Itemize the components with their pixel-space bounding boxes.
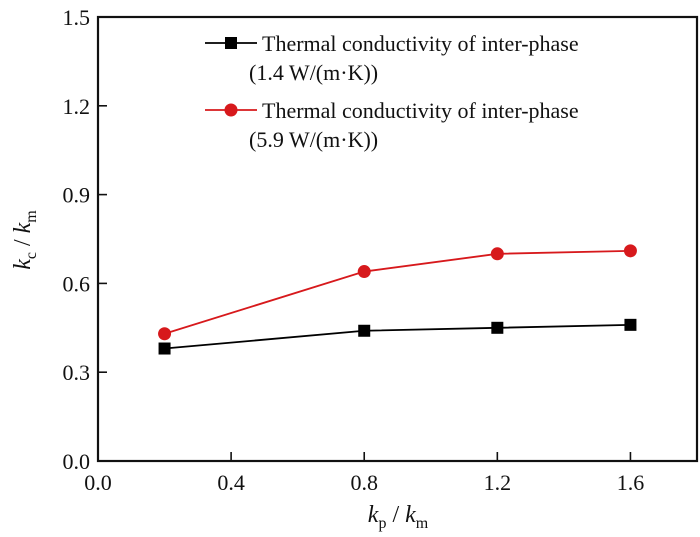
y-axis-label: kc / km	[10, 210, 40, 270]
x-tick-label: 1.2	[484, 470, 512, 495]
y-label-k: k	[10, 259, 36, 270]
y-label-sub: c	[23, 252, 40, 259]
plot-border	[96, 15, 699, 463]
y-tick-label: 0.6	[63, 271, 91, 296]
data-point-circle	[357, 265, 371, 279]
y-label-sep: /	[10, 233, 36, 252]
data-point-square	[491, 321, 504, 334]
x-tick-label: 1.6	[617, 470, 645, 495]
data-point-square	[158, 342, 171, 355]
x-label-k2: k	[405, 502, 416, 528]
legend-marker-square	[225, 37, 237, 49]
legend: Thermal conductivity of inter-phase (1.4…	[205, 31, 579, 152]
legend-label-series-1: Thermal conductivity of inter-phase	[262, 31, 579, 56]
x-label-sep: /	[386, 502, 405, 528]
x-label-k: k	[368, 502, 379, 528]
data-point-square	[358, 324, 371, 337]
y-label-sub2: m	[23, 210, 40, 223]
x-axis: 0.0 0.4 0.8 1.2 1.6	[84, 452, 644, 495]
data-point-circle	[623, 244, 637, 258]
series-line-2	[164, 249, 631, 335]
plot-frame	[96, 15, 699, 463]
y-tick-label: 1.5	[63, 5, 91, 30]
data-point-circle	[490, 247, 504, 261]
legend-label-series-2: Thermal conductivity of inter-phase	[262, 98, 579, 123]
x-label-sub2: m	[416, 515, 429, 532]
legend-marker-circle	[224, 103, 238, 117]
x-tick-label: 0.8	[350, 470, 378, 495]
data-point-square	[624, 318, 637, 331]
legend-label-series-1-line2: (1.4 W/(m·K))	[249, 60, 378, 85]
y-tick-label: 0.0	[63, 449, 91, 474]
y-tick-label: 0.9	[63, 183, 91, 208]
x-tick-label: 0.4	[217, 470, 245, 495]
y-tick-label: 0.3	[63, 360, 91, 385]
series-1	[158, 318, 637, 355]
legend-item-series-1: Thermal conductivity of inter-phase (1.4…	[205, 31, 579, 85]
legend-item-series-2: Thermal conductivity of inter-phase (5.9…	[205, 98, 579, 152]
y-axis: 0.0 0.3 0.6 0.9 1.2 1.5	[63, 5, 107, 474]
x-tick-label: 0.0	[84, 470, 112, 495]
series-layer	[158, 244, 637, 355]
data-point-circle	[158, 327, 172, 341]
x-label-sub: p	[378, 515, 386, 532]
y-label-k2: k	[10, 222, 36, 233]
legend-label-series-2-line2: (5.9 W/(m·K))	[249, 127, 378, 152]
x-axis-label: kp / km	[368, 502, 429, 532]
series-line-1	[164, 323, 631, 350]
y-tick-label: 1.2	[63, 94, 91, 119]
series-2	[158, 244, 637, 341]
